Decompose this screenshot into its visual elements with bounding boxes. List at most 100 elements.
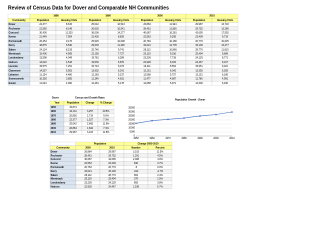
cell-text: 22,430 [91, 36, 99, 39]
cell-text: 6,186 [222, 74, 229, 77]
y-tick-label: 25000 [128, 115, 135, 118]
cell-text: 26,630 [91, 27, 99, 30]
cell-text: -912 [134, 170, 139, 173]
cell-text: 10,541 [117, 27, 125, 30]
cell-text: 4,631 [118, 78, 125, 81]
cell-text: 5,952 [66, 69, 73, 72]
cell-text: 2000 [157, 15, 163, 18]
cell-text: Derry [51, 170, 58, 173]
cell-text: 1,842 [87, 127, 94, 130]
cell-text: 7,718 [170, 57, 177, 60]
cell-text: 20,850 [69, 114, 77, 117]
cell [49, 141, 77, 146]
cell-text: 26,884 [143, 23, 151, 26]
cell-text: 8,034 [170, 61, 177, 64]
y-tick-label: 20000 [128, 119, 135, 122]
cell-text: 20,784 [143, 40, 151, 43]
cell-text: 4,480 [66, 74, 73, 77]
cell-text: 15,951 [195, 65, 203, 68]
cell-text: 3.7% [157, 162, 163, 165]
cell-text: 6,289 [118, 57, 125, 60]
cell-text: Somersworth [9, 78, 25, 81]
cell-text: 11,134 [39, 74, 47, 77]
cell-text: 22,377 [69, 119, 77, 122]
cell-text: 1970 [51, 114, 57, 117]
cell-text: 375 [134, 178, 139, 181]
cell-text: 6,241 [118, 69, 125, 72]
cell-text: Portsmouth [9, 40, 23, 43]
cell-text: 9,176 [66, 40, 73, 43]
cell-text: 11,024 [39, 82, 47, 85]
cell-text: 9,016 [170, 53, 177, 56]
cell-text: Population [94, 143, 107, 146]
data-point [151, 119, 153, 122]
cell-text: 29,752 [195, 27, 203, 30]
cell-text: 5,707 [170, 74, 177, 77]
cell-text: Salem [9, 48, 16, 51]
cell-text: 10,608 [117, 40, 125, 43]
cell-text: 8,219 [66, 48, 73, 51]
cell-text: 3,103 [133, 150, 140, 153]
cell-text: 13,277 [221, 44, 229, 47]
cell-text: 1980 [51, 119, 57, 122]
cell-text: 12,183 [91, 74, 99, 77]
cell-text: 21,560 [39, 27, 47, 30]
x-tick-label: 2010 [229, 137, 235, 140]
cell-text: 2.4% [157, 174, 163, 177]
cell-text: 26,254 [39, 40, 47, 43]
x-tick-label: 2000 [213, 137, 219, 140]
cell-text: 24,467 [195, 61, 203, 64]
table-subtitle: Census and Growth Rates [75, 97, 105, 100]
cell-text: 13,598 [39, 57, 47, 60]
cell-text: 11,766 [195, 78, 203, 81]
cell-text: 29,603 [91, 44, 99, 47]
cell-text: 25,746 [91, 48, 99, 51]
cell-text: 28,776 [108, 174, 116, 177]
cell-text: 12,481 [91, 82, 99, 85]
cell-text: Change [86, 102, 95, 105]
cell-text: 9,741 [118, 48, 125, 51]
x-tick-label: 1990 [197, 137, 203, 140]
cell-text: 24,129 [108, 182, 116, 185]
cell-text: Lebanon [9, 74, 20, 77]
cell-text: 1,291 [133, 154, 140, 157]
cell-text: 11,836 [169, 27, 177, 30]
cell-text: 22,156 [91, 53, 99, 56]
cell-text: 25,119 [84, 178, 92, 181]
cell-text: Housing Units [217, 19, 234, 22]
cell-text: 7,251 [66, 65, 73, 68]
cell-text: 9,107 [222, 61, 229, 64]
cell-text: 6,540 [66, 44, 73, 47]
cell-text: 11.5% [103, 131, 110, 134]
cell-text: 15,743 [91, 65, 99, 68]
cell-text: 4,909 [66, 53, 73, 56]
cell-text: 12,568 [143, 74, 151, 77]
cell-text: 17,592 [221, 32, 229, 35]
cell-text: 14,058 [143, 82, 151, 85]
cell-text: 22,563 [143, 36, 151, 39]
cell-text: 4,687 [170, 78, 177, 81]
cell-text: 12,735 [169, 44, 177, 47]
y-tick-label: 5000 [130, 131, 136, 134]
cell-text: 9,689 [222, 53, 229, 56]
cell-text: Year [54, 102, 59, 105]
cell-text: 1990 [105, 15, 111, 18]
cell-text: 10,625 [221, 40, 229, 43]
cell-text: Merrimack [9, 53, 22, 56]
y-tick-label: 35000 [128, 107, 135, 110]
cell-text: 1,539 [133, 185, 140, 188]
cell [211, 81, 239, 86]
cell-text: 28,776 [195, 48, 203, 51]
cell-text: 3.8% [157, 182, 163, 185]
cell-text: 23,236 [84, 182, 92, 185]
cell-text: 11,477 [143, 78, 151, 81]
cell-text: 15,575 [39, 65, 47, 68]
cell-text: 9,021 [222, 65, 229, 68]
cell-text: 10,543 [117, 23, 125, 26]
cell-text: 1.5% [157, 178, 163, 181]
cell-text: 4,518 [66, 61, 73, 64]
cell-text: 9,719 [222, 36, 229, 39]
cell-text: 4.5% [157, 154, 163, 157]
cell-text: 10,866 [169, 48, 177, 51]
cell-text: 20,784 [84, 166, 92, 169]
